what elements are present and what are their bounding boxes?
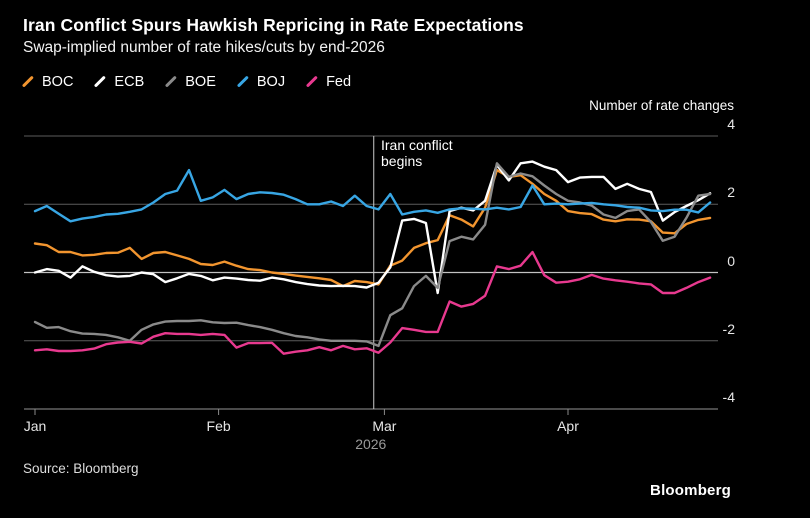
x-tick-mar: Mar [372, 418, 397, 434]
legend-item-ecb: ECB [93, 74, 144, 90]
x-tick-feb: Feb [206, 418, 231, 434]
event-annotation-line2: begins [381, 153, 423, 169]
event-annotation: Iran conflict begins [381, 137, 453, 169]
legend-label-boe: BOE [185, 74, 216, 90]
event-annotation-line1: Iran conflict [381, 137, 453, 153]
legend: BOC ECB BOE BOJ Fed [21, 74, 351, 90]
legend-item-boc: BOC [21, 74, 73, 90]
source-note: Source: Bloomberg [23, 461, 139, 476]
series-line-fed [33, 250, 712, 355]
legend-item-boe: BOE [164, 74, 216, 90]
y-tick-2: 2 [727, 184, 735, 201]
y-tick-neg2: -2 [722, 320, 735, 337]
legend-label-ecb: ECB [114, 74, 145, 90]
legend-item-fed: Fed [305, 74, 351, 90]
x-tick-jan: Jan [23, 418, 47, 434]
series-line-boe [33, 162, 712, 348]
legend-label-boc: BOC [42, 74, 74, 90]
y-tick-neg4: -4 [722, 389, 735, 405]
bloomberg-logo: Bloomberg [650, 482, 731, 499]
series-line-ecb [33, 160, 712, 295]
chart-title: Iran Conflict Spurs Hawkish Repricing in… [23, 15, 524, 35]
y-tick-0: 0 [727, 252, 735, 269]
legend-label-boj: BOJ [256, 74, 286, 90]
x-tick-apr: Apr [557, 418, 579, 434]
chart-subtitle: Swap-implied number of rate hikes/cuts b… [23, 39, 385, 56]
legend-item-boj: BOJ [236, 74, 285, 90]
y-tick-4: 4 [727, 116, 735, 132]
x-axis-year-label: 2026 [355, 436, 387, 452]
series-line-boj [33, 168, 712, 223]
series-line-boc [33, 168, 712, 288]
y-axis-unit-label: Number of rate changes [589, 98, 734, 113]
legend-label-fed: Fed [326, 74, 352, 90]
